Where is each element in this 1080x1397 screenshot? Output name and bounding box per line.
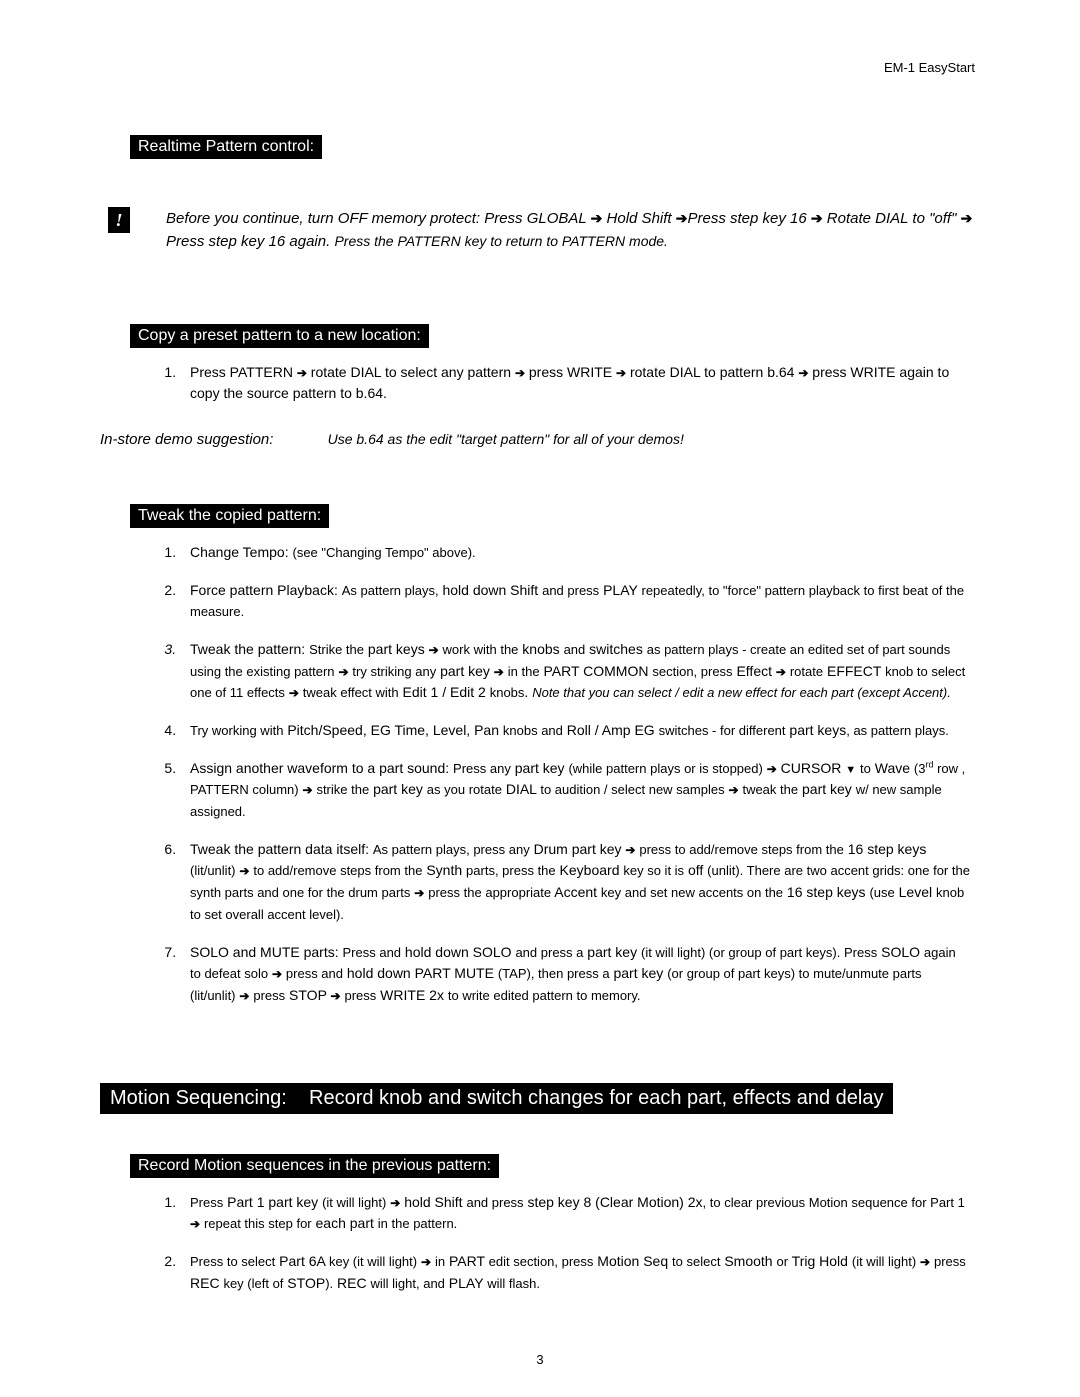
list-item: Press Part 1 part key (it will light) ➔ … bbox=[180, 1192, 980, 1235]
record-steps: Press Part 1 part key (it will light) ➔ … bbox=[180, 1192, 980, 1295]
section-tweak-pattern: Tweak the copied pattern: bbox=[130, 504, 329, 528]
warning-text: Before you continue, turn OFF memory pro… bbox=[166, 207, 980, 254]
doc-header: EM-1 EasyStart bbox=[884, 60, 975, 75]
demo-suggestion: In-store demo suggestion: Use b.64 as th… bbox=[100, 431, 980, 448]
list-item: Press to select Part 6A key (it will lig… bbox=[180, 1251, 980, 1294]
copy-steps: Press PATTERN ➔ rotate DIAL to select an… bbox=[180, 362, 980, 405]
list-item: Tweak the pattern data itself: As patter… bbox=[180, 839, 980, 926]
list-item: Tweak the pattern: Strike the part keys … bbox=[180, 639, 980, 704]
list-item: Assign another waveform to a part sound:… bbox=[180, 758, 980, 823]
list-item: Force pattern Playback: As pattern plays… bbox=[180, 580, 980, 623]
section-realtime-pattern: Realtime Pattern control: bbox=[130, 135, 322, 159]
page-number: 3 bbox=[0, 1352, 1080, 1367]
memory-protect-warning: ! Before you continue, turn OFF memory p… bbox=[108, 207, 980, 254]
list-item: Try working with Pitch/Speed, EG Time, L… bbox=[180, 720, 980, 742]
section-motion-sequencing: Motion Sequencing: Record knob and switc… bbox=[100, 1083, 893, 1114]
warning-icon: ! bbox=[108, 207, 130, 233]
tweak-steps: Change Tempo: (see "Changing Tempo" abov… bbox=[180, 542, 980, 1007]
demo-label: In-store demo suggestion: bbox=[100, 431, 273, 448]
section-record-motion: Record Motion sequences in the previous … bbox=[130, 1154, 499, 1178]
list-item: Press PATTERN ➔ rotate DIAL to select an… bbox=[180, 362, 980, 405]
demo-text: Use b.64 as the edit "target pattern" fo… bbox=[328, 431, 684, 447]
list-item: SOLO and MUTE parts: Press and hold down… bbox=[180, 942, 980, 1007]
section-copy-preset: Copy a preset pattern to a new location: bbox=[130, 324, 429, 348]
list-item: Change Tempo: (see "Changing Tempo" abov… bbox=[180, 542, 980, 564]
